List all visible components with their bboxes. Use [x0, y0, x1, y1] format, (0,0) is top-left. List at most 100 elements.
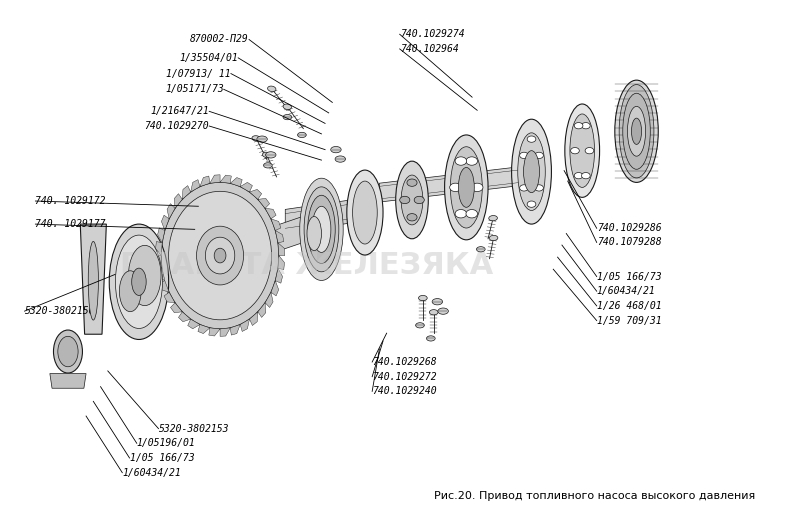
Ellipse shape [570, 114, 594, 188]
Polygon shape [265, 292, 273, 307]
Circle shape [466, 209, 478, 218]
Ellipse shape [347, 170, 383, 255]
Polygon shape [167, 204, 175, 219]
Text: 1/05 166/73: 1/05 166/73 [597, 271, 662, 281]
Circle shape [400, 196, 410, 204]
Ellipse shape [489, 216, 498, 221]
Ellipse shape [110, 224, 169, 340]
Ellipse shape [197, 226, 243, 285]
Ellipse shape [312, 206, 331, 252]
Circle shape [466, 157, 478, 165]
Circle shape [520, 185, 528, 191]
Text: 740.102964: 740.102964 [400, 44, 458, 54]
Ellipse shape [335, 156, 346, 162]
Polygon shape [188, 319, 200, 329]
Polygon shape [265, 208, 276, 219]
Circle shape [582, 172, 590, 179]
Polygon shape [230, 178, 242, 187]
Ellipse shape [511, 119, 551, 224]
Circle shape [450, 183, 462, 191]
Circle shape [407, 214, 417, 221]
Polygon shape [220, 328, 230, 337]
Ellipse shape [418, 295, 427, 301]
Polygon shape [379, 165, 531, 202]
Polygon shape [156, 268, 165, 281]
Text: 740.1029286: 740.1029286 [597, 223, 662, 233]
Circle shape [414, 196, 424, 204]
Text: 1/05171/73: 1/05171/73 [165, 84, 224, 94]
Ellipse shape [283, 114, 292, 120]
Ellipse shape [445, 135, 488, 240]
Circle shape [520, 152, 528, 158]
Ellipse shape [622, 93, 650, 169]
Polygon shape [220, 175, 231, 183]
Ellipse shape [353, 181, 378, 244]
Ellipse shape [619, 85, 654, 178]
Ellipse shape [129, 245, 161, 306]
Circle shape [582, 122, 590, 129]
Ellipse shape [430, 310, 438, 315]
Text: 740.1029272: 740.1029272 [372, 372, 437, 382]
Text: 1/60434/21: 1/60434/21 [597, 286, 655, 296]
Polygon shape [50, 374, 86, 388]
Text: 740.1029240: 740.1029240 [372, 386, 437, 396]
Polygon shape [210, 175, 220, 183]
Polygon shape [278, 243, 285, 255]
Ellipse shape [206, 237, 234, 274]
Polygon shape [190, 180, 200, 192]
Text: ПЛАНЕТА ЖЕЛЕЗЯКА: ПЛАНЕТА ЖЕЛЕЗЯКА [120, 251, 494, 279]
Circle shape [574, 172, 583, 179]
Ellipse shape [438, 308, 448, 314]
Text: 740. 1029172: 740. 1029172 [35, 196, 106, 206]
Ellipse shape [262, 152, 271, 157]
Ellipse shape [252, 136, 261, 141]
Ellipse shape [298, 132, 306, 138]
Ellipse shape [308, 195, 335, 263]
Ellipse shape [523, 151, 539, 192]
Polygon shape [275, 231, 284, 243]
Circle shape [407, 179, 417, 187]
Polygon shape [156, 242, 162, 255]
Ellipse shape [432, 298, 442, 305]
Circle shape [527, 201, 536, 207]
Polygon shape [155, 255, 162, 268]
Ellipse shape [330, 146, 341, 153]
Polygon shape [170, 303, 182, 313]
Ellipse shape [518, 133, 546, 210]
Polygon shape [80, 224, 106, 334]
Polygon shape [240, 182, 253, 192]
Polygon shape [159, 281, 169, 292]
Ellipse shape [263, 163, 272, 168]
Polygon shape [250, 189, 262, 199]
Polygon shape [258, 303, 266, 317]
Polygon shape [174, 193, 182, 208]
Text: 5320-3802153: 5320-3802153 [158, 423, 229, 434]
Ellipse shape [396, 161, 428, 239]
Polygon shape [278, 255, 285, 270]
Polygon shape [158, 228, 165, 243]
Ellipse shape [257, 136, 267, 142]
Ellipse shape [300, 178, 343, 280]
Ellipse shape [631, 118, 642, 144]
Text: 5320-3802150: 5320-3802150 [25, 306, 95, 316]
Polygon shape [271, 281, 278, 296]
Polygon shape [162, 215, 169, 231]
Ellipse shape [214, 248, 226, 263]
Text: 1/35504/01: 1/35504/01 [179, 53, 238, 63]
Text: 870002-П29: 870002-П29 [190, 34, 249, 45]
Polygon shape [270, 216, 303, 254]
Text: 1/26 468/01: 1/26 468/01 [597, 301, 662, 311]
Ellipse shape [88, 241, 98, 320]
Circle shape [585, 147, 594, 154]
Text: 1/07913/ 11: 1/07913/ 11 [166, 68, 231, 78]
Ellipse shape [450, 147, 482, 228]
Circle shape [527, 136, 536, 142]
Ellipse shape [169, 191, 271, 320]
Ellipse shape [266, 152, 276, 158]
Ellipse shape [54, 330, 82, 373]
Polygon shape [200, 176, 210, 187]
Ellipse shape [615, 80, 658, 182]
Ellipse shape [283, 104, 291, 110]
Text: 1/60434/21: 1/60434/21 [122, 467, 181, 478]
Text: 740.1079288: 740.1079288 [597, 237, 662, 248]
